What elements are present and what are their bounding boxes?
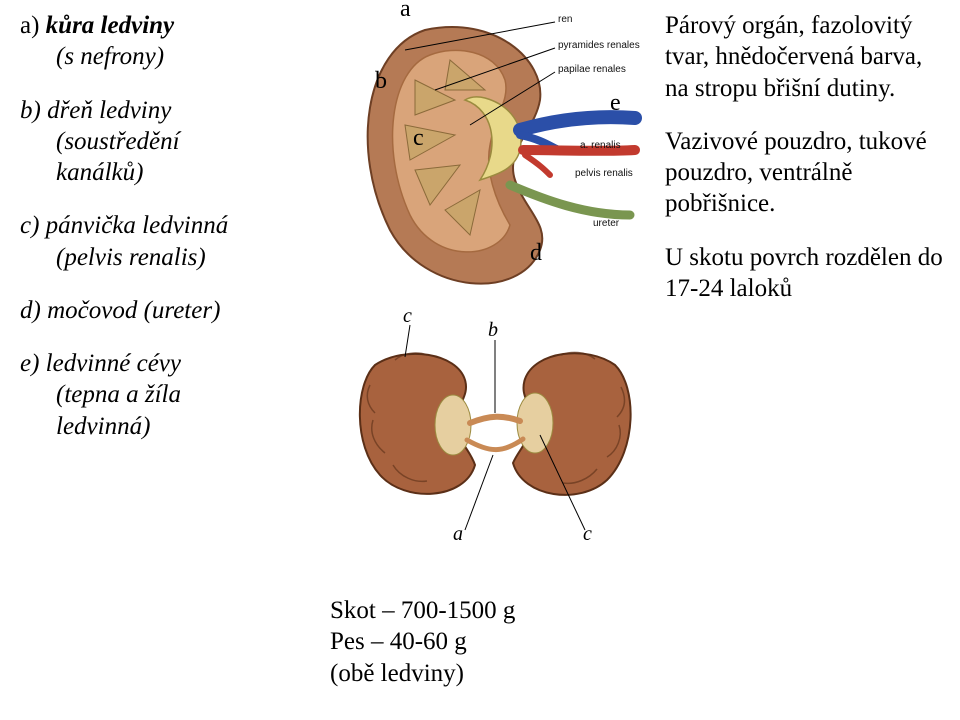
w-skot: Skot – 700-1500 g: [330, 595, 650, 626]
lower-b-top: b: [488, 319, 498, 342]
lower-svg: [345, 305, 645, 575]
tiny-ren: ren: [558, 14, 572, 25]
item-b: b) dřeň ledviny (soustředění kanálků): [20, 95, 340, 189]
label-e: e: [610, 90, 621, 117]
lower-c-top: c: [403, 305, 412, 328]
tiny-ure: ureter: [593, 218, 619, 229]
e-line1: e) ledvinné cévy: [20, 350, 181, 377]
item-d: d) močovod (ureter): [20, 295, 340, 326]
tiny-pel: pelvis renalis: [575, 168, 633, 179]
weights-block: Skot – 700-1500 g Pes – 40-60 g (obě led…: [330, 595, 650, 689]
c-line2: (pelvis renalis): [20, 242, 206, 273]
b-line1: b) dřeň ledviny: [20, 97, 171, 124]
label-c: c: [413, 125, 424, 152]
w-pes: Pes – 40-60 g: [330, 626, 650, 657]
right-column: Párový orgán, fazolovitý tvar, hnědočerv…: [665, 10, 950, 326]
label-d: d: [530, 240, 542, 267]
w-both: (obě ledviny): [330, 658, 650, 689]
c-line1: c) pánvička ledvinná: [20, 212, 228, 239]
a-title: kůra ledviny: [46, 12, 174, 39]
label-b: b: [375, 68, 387, 95]
left-column: a) kůra ledviny (s nefrony) b) dřeň ledv…: [20, 10, 340, 464]
item-c: c) pánvička ledvinná (pelvis renalis): [20, 210, 340, 273]
para-2: Vazivové pouzdro, tukové pouzdro, ventrá…: [665, 126, 950, 220]
b-line3: kanálků): [20, 157, 143, 188]
lower-a-bot: a: [453, 523, 463, 546]
d-line1: d) močovod (ureter): [20, 297, 220, 324]
e-line2: (tepna a žíla: [20, 379, 181, 410]
a-sub: (s nefrony): [20, 41, 164, 72]
item-a: a) kůra ledviny (s nefrony): [20, 10, 340, 73]
kidney-cross-section-diagram: a b c d e ren pyramides renales papilae …: [345, 0, 645, 300]
tiny-art: a. renalis: [580, 140, 621, 151]
para-1: Párový orgán, fazolovitý tvar, hnědočerv…: [665, 10, 950, 104]
para-3: U skotu povrch rozdělen do 17-24 laloků: [665, 242, 950, 305]
lower-c-bot: c: [583, 523, 592, 546]
label-a: a: [400, 0, 411, 23]
kidney-photo-diagram: c b a c: [345, 305, 645, 575]
tiny-pyr: pyramides renales: [558, 40, 640, 51]
e-line3: ledvinná): [20, 411, 150, 442]
item-e: e) ledvinné cévy (tepna a žíla ledvinná): [20, 348, 340, 442]
b-line2: (soustředění: [20, 126, 180, 157]
tiny-pap: papilae renales: [558, 64, 626, 75]
a-prefix: a): [20, 12, 39, 39]
